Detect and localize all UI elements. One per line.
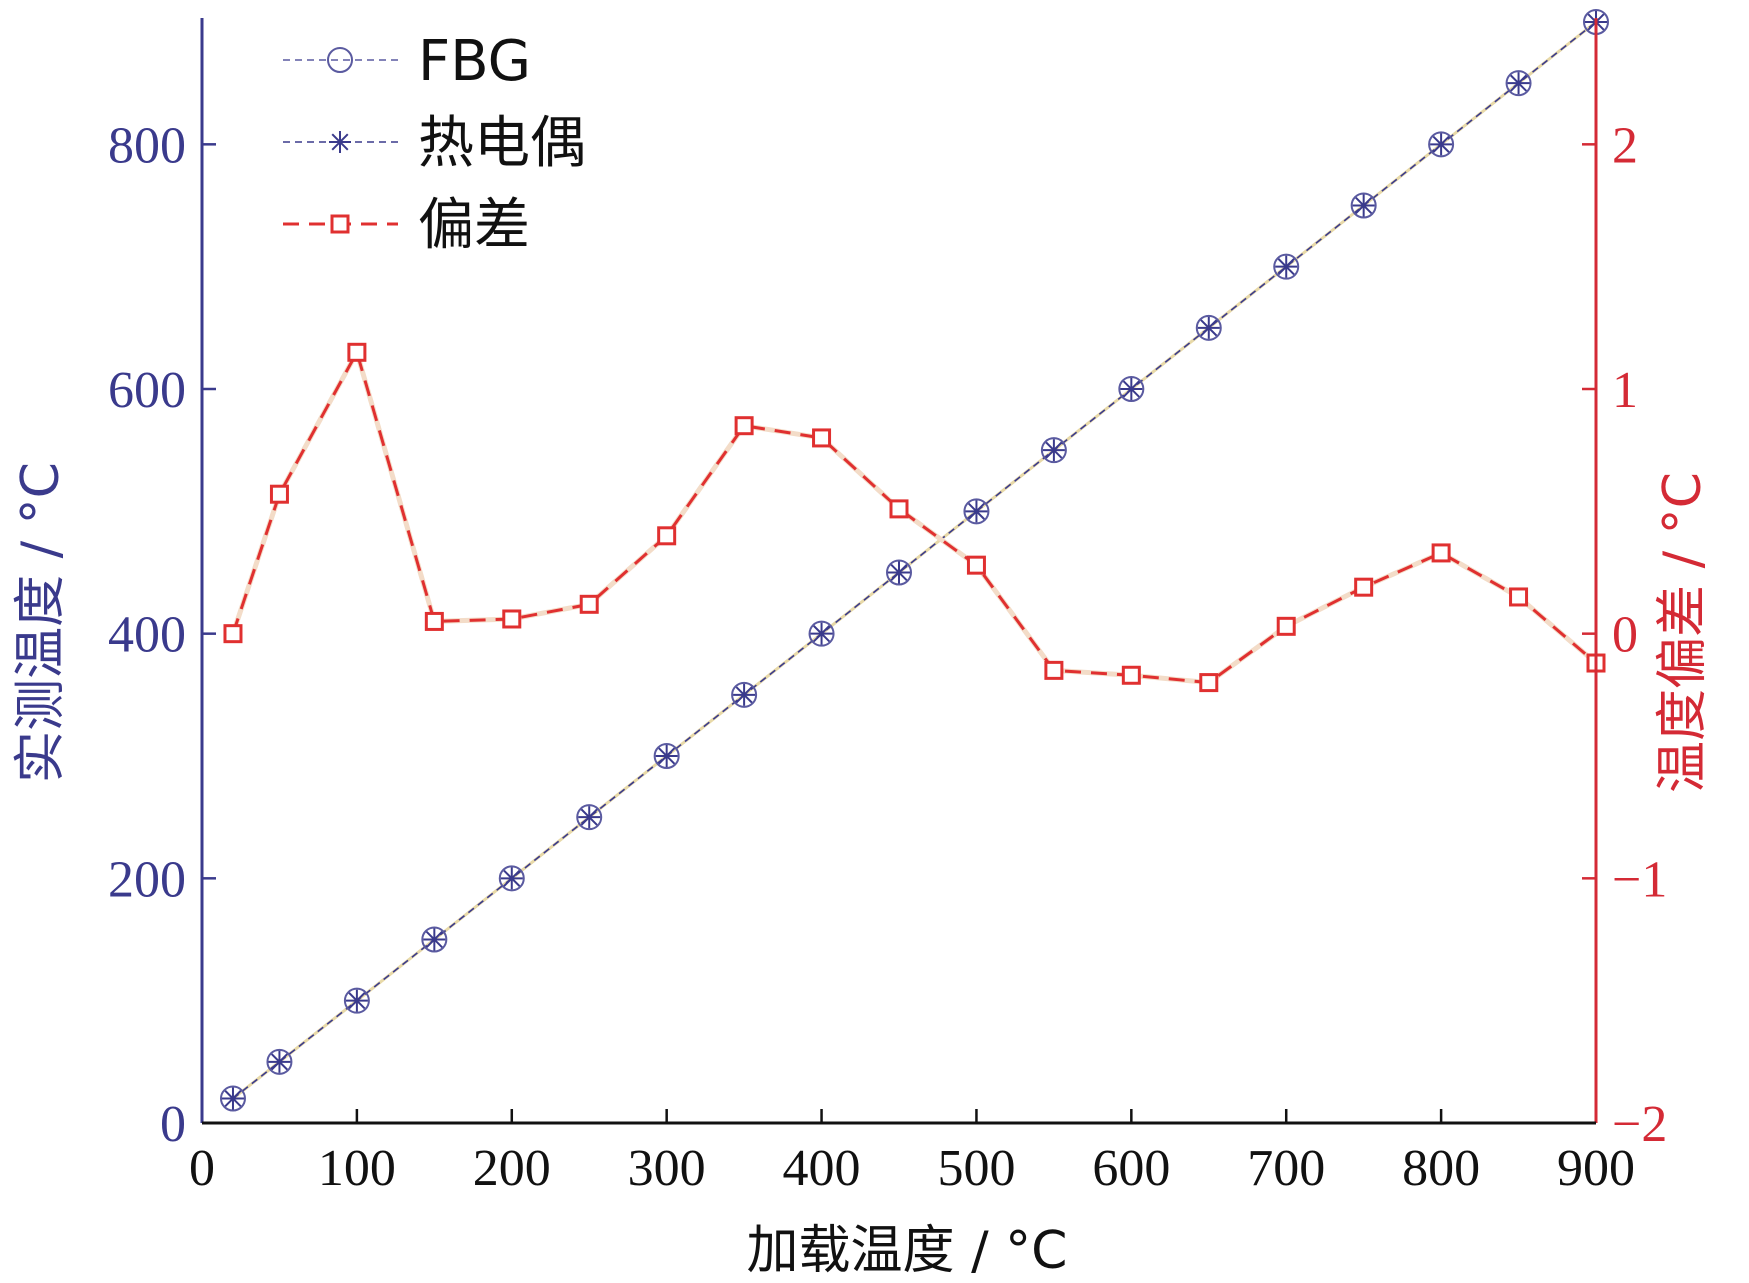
point-thermocouple bbox=[810, 622, 833, 645]
y-left-tick-label: 400 bbox=[108, 607, 186, 664]
point-deviation bbox=[1199, 673, 1219, 693]
point-thermocouple bbox=[268, 1050, 291, 1073]
point-thermocouple bbox=[423, 928, 446, 951]
x-tick-label: 900 bbox=[1557, 1140, 1635, 1197]
y-right-tick-label: −2 bbox=[1612, 1096, 1667, 1153]
y-left-axis-title: 实测温度 / °C bbox=[11, 462, 71, 783]
legend-marker-deviation bbox=[330, 214, 350, 234]
legend-label-thermocouple: 热电偶 bbox=[418, 111, 586, 176]
point-thermocouple bbox=[1507, 72, 1530, 95]
point-deviation bbox=[1431, 543, 1451, 563]
point-thermocouple bbox=[733, 683, 756, 706]
point-deviation bbox=[579, 594, 599, 614]
point-thermocouple bbox=[1120, 378, 1143, 400]
point-thermocouple bbox=[1430, 133, 1453, 156]
point-fbg bbox=[421, 926, 448, 953]
point-deviation bbox=[347, 342, 367, 362]
point-deviation bbox=[889, 499, 909, 519]
point-fbg bbox=[576, 804, 603, 831]
point-deviation bbox=[812, 428, 832, 448]
x-tick-label: 100 bbox=[318, 1140, 396, 1197]
point-fbg bbox=[219, 1085, 246, 1112]
point-deviation bbox=[1509, 587, 1529, 607]
point-fbg bbox=[731, 681, 758, 708]
point-thermocouple bbox=[965, 500, 988, 523]
point-thermocouple bbox=[655, 745, 678, 767]
point-fbg bbox=[343, 987, 370, 1014]
y-left-tick-label: 200 bbox=[108, 851, 186, 908]
x-tick-label: 300 bbox=[628, 1140, 706, 1197]
point-deviation bbox=[223, 624, 243, 644]
legend-label-fbg: FBG bbox=[418, 29, 531, 94]
point-thermocouple bbox=[1042, 439, 1065, 462]
point-deviation bbox=[734, 416, 754, 436]
point-fbg bbox=[653, 743, 680, 769]
y-right-tick-label: 1 bbox=[1612, 362, 1638, 419]
y-left-tick-label: 0 bbox=[160, 1096, 186, 1153]
point-deviation bbox=[1044, 660, 1064, 680]
x-tick-label: 200 bbox=[473, 1140, 551, 1197]
legend-marker-thermocouple bbox=[329, 131, 351, 153]
point-fbg bbox=[1040, 437, 1067, 464]
point-fbg bbox=[963, 498, 990, 525]
axes: 0 100 200 300 400 500 600 700 800 900 0 200 400 600 80… bbox=[11, 18, 1713, 1281]
point-deviation bbox=[657, 526, 677, 546]
point-thermocouple bbox=[1352, 194, 1375, 217]
y-right-tick-label: 0 bbox=[1612, 607, 1638, 664]
point-fbg bbox=[886, 559, 912, 586]
plot-area bbox=[219, 9, 1609, 1112]
x-tick-label: 800 bbox=[1402, 1140, 1480, 1197]
legend-marker-fbg bbox=[327, 47, 353, 73]
point-deviation bbox=[502, 609, 522, 629]
series-halo-deviation bbox=[230, 345, 1598, 686]
point-fbg bbox=[1428, 131, 1455, 158]
x-tick-label: 700 bbox=[1247, 1140, 1325, 1197]
point-thermocouple bbox=[500, 867, 523, 890]
point-fbg bbox=[1195, 314, 1222, 341]
legend-label-deviation: 偏差 bbox=[418, 193, 530, 258]
y-right-tick-label: −1 bbox=[1612, 851, 1667, 908]
point-fbg bbox=[498, 865, 525, 892]
x-tick-label: 500 bbox=[937, 1140, 1015, 1197]
y-left-tick-label: 600 bbox=[108, 362, 186, 419]
point-thermocouple bbox=[888, 561, 910, 584]
point-fbg bbox=[1350, 192, 1377, 219]
point-thermocouple bbox=[221, 1087, 244, 1110]
point-fbg bbox=[1505, 70, 1532, 97]
point-fbg bbox=[808, 620, 835, 647]
point-fbg bbox=[1273, 253, 1300, 280]
x-axis-title: 加载温度 / °C bbox=[747, 1221, 1068, 1281]
y-left-tick-label: 800 bbox=[108, 117, 186, 174]
x-tick-label: 0 bbox=[189, 1140, 215, 1197]
point-thermocouple bbox=[578, 806, 601, 829]
point-fbg bbox=[1118, 376, 1145, 402]
y-right-axis-title: 温度偏差 / °C bbox=[1653, 472, 1713, 793]
point-thermocouple bbox=[1275, 255, 1298, 278]
point-deviation bbox=[1354, 577, 1374, 597]
point-deviation bbox=[269, 484, 289, 504]
point-thermocouple bbox=[345, 989, 368, 1012]
point-deviation bbox=[966, 555, 986, 575]
x-tick-label: 600 bbox=[1092, 1140, 1170, 1197]
point-deviation bbox=[424, 611, 444, 631]
point-deviation bbox=[1121, 665, 1141, 685]
point-deviation bbox=[1276, 616, 1296, 636]
y-right-tick-label: 2 bbox=[1612, 117, 1638, 174]
point-thermocouple bbox=[1197, 316, 1220, 339]
x-tick-label: 400 bbox=[783, 1140, 861, 1197]
point-fbg bbox=[266, 1048, 293, 1075]
